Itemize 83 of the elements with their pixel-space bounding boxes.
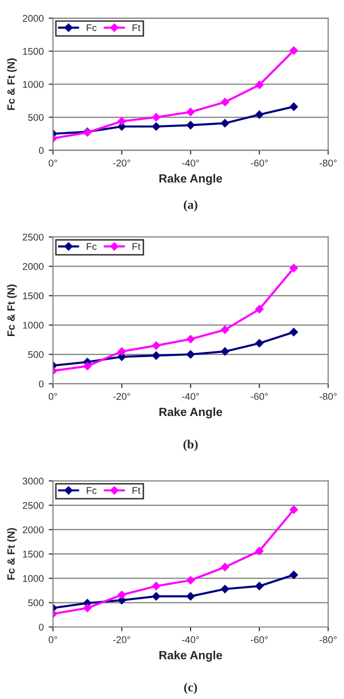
- x-tick-label: -80°: [320, 636, 337, 644]
- point: [290, 506, 298, 514]
- x-tick-label: -20°: [113, 636, 130, 644]
- x-tick-label: -60°: [250, 636, 268, 644]
- x-tick-label: 0°: [48, 636, 58, 644]
- legend-label: Fc: [86, 24, 97, 32]
- x-tick-label: -40°: [182, 393, 199, 400]
- point: [186, 576, 195, 584]
- x-tick-label: -60°: [250, 393, 268, 400]
- point: [152, 341, 160, 350]
- legend-label: Fc: [86, 487, 97, 494]
- point: [255, 546, 264, 556]
- y-tick-label: 1000: [23, 575, 44, 582]
- x-axis-title: Rake Angle: [159, 174, 222, 185]
- point: [186, 121, 195, 130]
- point: [152, 582, 160, 590]
- text: (c): [184, 682, 197, 694]
- point: [220, 584, 230, 594]
- y-axis-title: Fc & Ft (N): [7, 528, 17, 580]
- point: [83, 362, 92, 370]
- y-tick-label: 500: [28, 599, 44, 606]
- x-tick-label: -80°: [320, 393, 337, 400]
- point: [220, 562, 230, 572]
- x-tick-label: -40°: [182, 160, 199, 166]
- legend-label: Ft: [132, 243, 140, 250]
- point: [83, 604, 92, 612]
- y-tick-label: 0: [38, 380, 44, 388]
- point: [152, 351, 160, 360]
- y-tick-label: 1000: [23, 80, 44, 88]
- point: [255, 80, 264, 90]
- point: [220, 98, 230, 106]
- text: (a): [184, 200, 198, 212]
- legend-label: Ft: [132, 24, 140, 32]
- y-tick-label: 2500: [22, 502, 44, 509]
- x-tick-label: -60°: [250, 160, 268, 166]
- point: [290, 328, 298, 336]
- y-tick-label: 2500: [22, 234, 44, 241]
- point: [290, 102, 298, 111]
- text: (b): [183, 440, 198, 452]
- y-tick-label: 500: [28, 114, 44, 121]
- y-tick-label: 1500: [23, 550, 44, 558]
- y-tick-label: 1500: [23, 292, 44, 300]
- point: [255, 339, 264, 348]
- point: [255, 582, 264, 590]
- y-axis-title: Fc & Ft (N): [7, 58, 17, 110]
- point: [290, 46, 298, 55]
- point: [186, 592, 195, 600]
- y-axis-title: Fc & Ft (N): [7, 284, 17, 336]
- y-tick-label: 0: [38, 147, 44, 154]
- point: [220, 119, 230, 128]
- y-tick-label: 2000: [22, 526, 44, 534]
- y-tick-label: 2000: [22, 14, 44, 22]
- x-tick-label: -20°: [113, 160, 130, 166]
- y-tick-label: 0: [38, 624, 44, 631]
- legend-label: Fc: [86, 243, 97, 250]
- point: [186, 334, 195, 344]
- point: [186, 350, 195, 359]
- y-tick-label: 3000: [22, 478, 44, 485]
- point: [152, 592, 160, 600]
- legend-label: Ft: [132, 487, 140, 494]
- point: [118, 590, 126, 599]
- x-tick-label: 0°: [48, 393, 58, 400]
- y-tick-label: 500: [28, 351, 44, 358]
- point: [118, 117, 126, 126]
- x-tick-label: -40°: [182, 636, 199, 644]
- x-tick-label: 0°: [48, 160, 58, 166]
- y-tick-label: 2000: [22, 263, 44, 270]
- y-tick-label: 1500: [23, 48, 44, 55]
- point: [186, 108, 195, 116]
- point: [118, 347, 126, 356]
- x-axis-title: Rake Angle: [159, 407, 222, 418]
- x-axis-title: Rake Angle: [159, 650, 222, 662]
- point: [290, 570, 298, 580]
- point: [290, 264, 298, 272]
- point: [152, 113, 160, 122]
- x-tick-label: -20°: [113, 393, 130, 400]
- point: [220, 347, 230, 356]
- y-tick-label: 1000: [23, 322, 44, 329]
- point: [152, 122, 160, 131]
- point: [255, 305, 264, 314]
- x-tick-label: -80°: [320, 160, 337, 166]
- point: [220, 326, 230, 334]
- point: [255, 110, 264, 119]
